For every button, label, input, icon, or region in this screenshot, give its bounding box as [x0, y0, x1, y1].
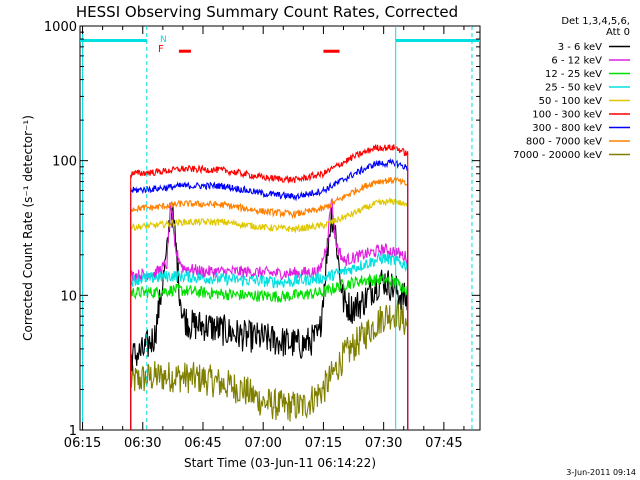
legend-entry-label: 300 - 800 keV	[532, 123, 602, 134]
series-trace-5	[130, 196, 409, 430]
legend: Det 1,3,4,5,6,Att 0 3 - 6 keV 6 - 12 keV 12…	[513, 16, 630, 161]
flag-layer	[80, 39, 480, 53]
flag-label-n: N	[160, 35, 167, 45]
legend-header-line: Det 1,3,4,5,6,	[561, 16, 630, 27]
legend-entry-label: 12 - 25 keV	[545, 69, 602, 80]
x-axis-label: Start Time (03-Jun-11 06:14:22)	[184, 456, 376, 470]
legend-header-line: Att 0	[606, 27, 630, 38]
legend-entry-label: 7000 - 20000 keV	[513, 150, 602, 161]
legend-entry-label: 800 - 7000 keV	[526, 137, 602, 148]
x-tick-label: 06:45	[184, 436, 221, 451]
marker-layer	[82, 26, 473, 430]
legend-entry-label: 25 - 50 keV	[545, 83, 602, 94]
x-tick-label: 07:30	[365, 436, 402, 451]
trace-layer	[130, 144, 409, 430]
y-axis-label: Corrected Count Rate (s⁻¹ detector⁻¹)	[21, 115, 35, 341]
x-tick-label: 07:45	[425, 436, 462, 451]
series-trace-9	[130, 299, 409, 430]
legend-entry-label: 50 - 100 keV	[539, 96, 603, 107]
y-tick-label: 10	[60, 289, 77, 304]
series-trace-4	[130, 252, 409, 430]
series-trace-2	[130, 198, 409, 430]
timestamp: 3-Jun-2011 09:14	[566, 468, 636, 477]
series-trace-1	[130, 203, 409, 430]
y-tick-label: 1000	[44, 20, 77, 35]
series-trace-7	[130, 157, 409, 430]
y-axis: 1 10 100 1000	[44, 20, 480, 439]
series-trace-6	[130, 144, 409, 430]
legend-entry-label: 100 - 300 keV	[532, 110, 602, 121]
x-axis: 06:15 06:30 06:45 07:00 07:15 07:30 07:45	[64, 26, 465, 451]
x-tick-label: 07:00	[244, 436, 281, 451]
y-tick-label: 1	[69, 424, 77, 439]
flag-label-f: F	[158, 44, 164, 55]
chart-title: HESSI Observing Summary Count Rates, Cor…	[76, 3, 458, 21]
plot-frame	[79, 25, 481, 431]
series-trace-8	[130, 176, 409, 430]
x-tick-label: 06:15	[64, 436, 101, 451]
x-tick-label: 07:15	[305, 436, 342, 451]
x-tick-label: 06:30	[124, 436, 161, 451]
series-trace-3	[130, 273, 409, 430]
y-tick-label: 100	[52, 155, 77, 170]
legend-entry-label: 6 - 12 keV	[551, 56, 602, 67]
legend-entry-label: 3 - 6 keV	[558, 42, 602, 53]
